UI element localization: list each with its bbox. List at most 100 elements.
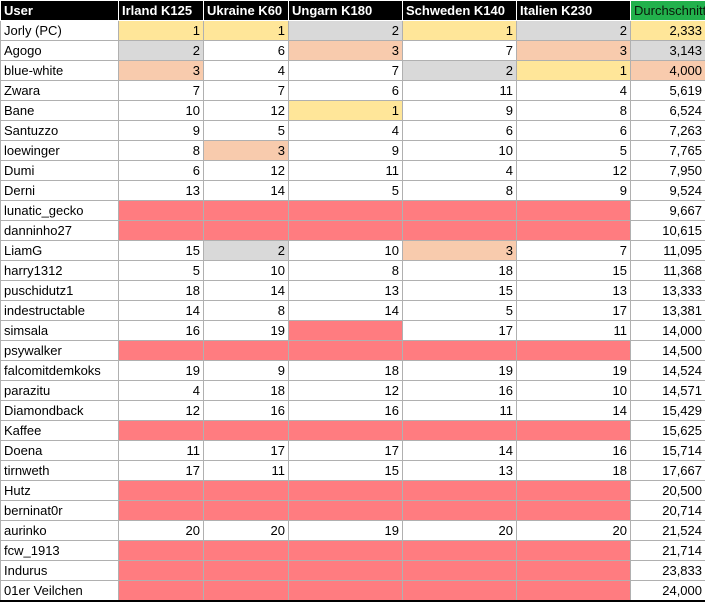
score-cell-ukraine: 14 — [203, 180, 289, 201]
score-cell-italien: 9 — [516, 180, 631, 201]
score-cell-irland: 7 — [118, 80, 204, 101]
user-name-cell: harry1312 — [0, 260, 119, 281]
score-cell-ukraine: 5 — [203, 120, 289, 141]
average-cell: 24,000 — [630, 580, 705, 602]
score-cell-ukraine: 12 — [203, 100, 289, 121]
score-cell-ungarn — [288, 480, 403, 501]
score-cell-irland: 16 — [118, 320, 204, 341]
user-name-cell: Dumi — [0, 160, 119, 181]
table-row: Zwara 7 7 6 11 4 5,619 — [0, 80, 705, 101]
table-row: LiamG 15 2 10 3 7 11,095 — [0, 240, 705, 261]
average-cell: 21,524 — [630, 520, 705, 541]
column-header-irland: Irland K125 — [118, 0, 204, 21]
score-cell-schweden: 16 — [402, 380, 517, 401]
score-cell-irland — [118, 200, 204, 221]
score-cell-ukraine — [203, 580, 289, 602]
user-name-cell: psywalker — [0, 340, 119, 361]
user-name-cell: Hutz — [0, 480, 119, 501]
table-row: Diamondback 12 16 16 11 14 15,429 — [0, 400, 705, 421]
average-cell: 20,714 — [630, 500, 705, 521]
score-cell-ungarn: 4 — [288, 120, 403, 141]
score-cell-ungarn: 11 — [288, 160, 403, 181]
user-name-cell: fcw_1913 — [0, 540, 119, 561]
score-cell-ungarn — [288, 220, 403, 241]
score-cell-irland: 5 — [118, 260, 204, 281]
score-cell-ungarn: 15 — [288, 460, 403, 481]
score-cell-schweden — [402, 200, 517, 221]
score-cell-ungarn — [288, 340, 403, 361]
score-cell-irland: 18 — [118, 280, 204, 301]
score-cell-irland: 6 — [118, 160, 204, 181]
score-cell-irland: 20 — [118, 520, 204, 541]
table-row: 01er Veilchen 24,000 — [0, 580, 705, 602]
score-cell-irland: 2 — [118, 40, 204, 61]
score-cell-irland: 10 — [118, 100, 204, 121]
user-name-cell: Santuzzo — [0, 120, 119, 141]
score-cell-schweden: 15 — [402, 280, 517, 301]
user-name-cell: puschidutz1 — [0, 280, 119, 301]
score-cell-irland: 3 — [118, 60, 204, 81]
score-cell-ungarn — [288, 320, 403, 341]
score-cell-italien: 16 — [516, 440, 631, 461]
table-row: Doena 11 17 17 14 16 15,714 — [0, 440, 705, 461]
score-cell-ungarn: 6 — [288, 80, 403, 101]
score-cell-schweden — [402, 340, 517, 361]
score-cell-irland: 17 — [118, 460, 204, 481]
score-cell-ungarn: 12 — [288, 380, 403, 401]
score-cell-ukraine — [203, 200, 289, 221]
score-cell-ungarn: 1 — [288, 100, 403, 121]
score-cell-italien: 12 — [516, 160, 631, 181]
table-row: harry1312 5 10 8 18 15 11,368 — [0, 260, 705, 281]
score-cell-irland — [118, 580, 204, 602]
column-header-ukraine: Ukraine K60 — [203, 0, 289, 21]
user-name-cell: Jorly (PC) — [0, 20, 119, 41]
column-header-user: User — [0, 0, 119, 21]
score-cell-ungarn: 18 — [288, 360, 403, 381]
score-cell-italien — [516, 220, 631, 241]
table-body: Jorly (PC) 1 1 2 1 2 2,333 Agogo 2 6 3 7 3 3,143 blue-… — [0, 20, 705, 602]
user-name-cell: blue-white — [0, 60, 119, 81]
score-cell-schweden: 11 — [402, 80, 517, 101]
score-cell-irland — [118, 420, 204, 441]
score-cell-schweden: 4 — [402, 160, 517, 181]
table-row: Bane 10 12 1 9 8 6,524 — [0, 100, 705, 121]
score-cell-ungarn: 19 — [288, 520, 403, 541]
average-cell: 17,667 — [630, 460, 705, 481]
table-row: indestructable 14 8 14 5 17 13,381 — [0, 300, 705, 321]
table-row: psywalker 14,500 — [0, 340, 705, 361]
average-cell: 14,571 — [630, 380, 705, 401]
user-name-cell: Indurus — [0, 560, 119, 581]
score-cell-schweden: 9 — [402, 100, 517, 121]
score-cell-schweden — [402, 580, 517, 602]
table-row: puschidutz1 18 14 13 15 13 13,333 — [0, 280, 705, 301]
table-row: lunatic_gecko 9,667 — [0, 200, 705, 221]
average-cell: 11,368 — [630, 260, 705, 281]
score-cell-ungarn: 7 — [288, 60, 403, 81]
score-cell-schweden: 5 — [402, 300, 517, 321]
average-cell: 23,833 — [630, 560, 705, 581]
score-cell-italien: 3 — [516, 40, 631, 61]
score-cell-schweden: 13 — [402, 460, 517, 481]
score-cell-italien — [516, 560, 631, 581]
score-cell-irland: 19 — [118, 360, 204, 381]
score-cell-ukraine — [203, 540, 289, 561]
header-row: User Irland K125 Ukraine K60 Ungarn K180… — [0, 0, 705, 21]
score-cell-ungarn — [288, 580, 403, 602]
user-name-cell: Doena — [0, 440, 119, 461]
user-name-cell: berninat0r — [0, 500, 119, 521]
score-cell-schweden: 18 — [402, 260, 517, 281]
score-cell-irland — [118, 560, 204, 581]
table-row: simsala 16 19 17 11 14,000 — [0, 320, 705, 341]
user-name-cell: danninho27 — [0, 220, 119, 241]
score-cell-schweden: 3 — [402, 240, 517, 261]
table-row: falcomitdemkoks 19 9 18 19 19 14,524 — [0, 360, 705, 381]
score-cell-ukraine: 1 — [203, 20, 289, 41]
score-cell-irland — [118, 340, 204, 361]
score-cell-ukraine — [203, 560, 289, 581]
column-header-schweden: Schweden K140 — [402, 0, 517, 21]
score-cell-italien: 8 — [516, 100, 631, 121]
user-name-cell: simsala — [0, 320, 119, 341]
table-row: Santuzzo 9 5 4 6 6 7,263 — [0, 120, 705, 141]
user-name-cell: falcomitdemkoks — [0, 360, 119, 381]
table-row: Indurus 23,833 — [0, 560, 705, 581]
